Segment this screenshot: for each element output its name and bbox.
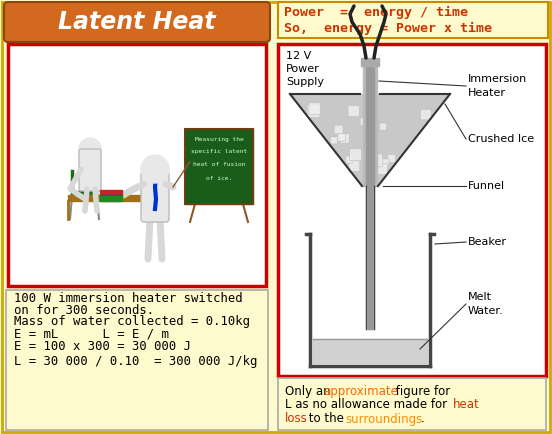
FancyBboxPatch shape [348, 105, 359, 117]
FancyBboxPatch shape [349, 149, 362, 161]
Text: Crushed Ice: Crushed Ice [468, 134, 534, 144]
Text: Latent Heat: Latent Heat [58, 10, 216, 34]
Bar [185, 129, 253, 204]
FancyBboxPatch shape [338, 133, 346, 141]
FancyBboxPatch shape [388, 155, 396, 163]
Bar [185, 129, 253, 204]
FancyBboxPatch shape [370, 154, 383, 167]
Text: loss: loss [285, 412, 308, 425]
Bar [366, 186, 374, 329]
Text: Immersion
Heater: Immersion Heater [468, 74, 527, 98]
FancyBboxPatch shape [307, 105, 320, 118]
Text: of ice.: of ice. [206, 175, 232, 181]
Text: heat of fusion: heat of fusion [193, 162, 245, 168]
Text: surroundings: surroundings [345, 412, 422, 425]
FancyBboxPatch shape [346, 156, 353, 163]
Bar [366, 66, 374, 186]
Text: specific latent: specific latent [191, 149, 247, 155]
Text: to the: to the [305, 412, 348, 425]
Text: L as no allowance made for: L as no allowance made for [285, 398, 451, 411]
Bar [368, 186, 372, 329]
Text: So,  energy = Power x time: So, energy = Power x time [284, 21, 492, 35]
Text: E = mL      L = E / m: E = mL L = E / m [14, 328, 169, 341]
FancyBboxPatch shape [360, 118, 368, 126]
Text: L = 30 000 / 0.10  = 300 000 J/kg: L = 30 000 / 0.10 = 300 000 J/kg [14, 355, 257, 368]
Text: 100 W immersion heater switched: 100 W immersion heater switched [14, 293, 243, 306]
Bar [278, 44, 546, 376]
FancyBboxPatch shape [380, 159, 389, 168]
Bar [278, 2, 548, 38]
FancyBboxPatch shape [334, 125, 343, 134]
Text: .: . [421, 412, 424, 425]
Text: Beaker: Beaker [468, 237, 507, 247]
Bar [361, 58, 379, 66]
FancyBboxPatch shape [141, 171, 169, 222]
FancyBboxPatch shape [339, 134, 349, 143]
Bar [363, 66, 377, 186]
Bar [6, 290, 268, 430]
Polygon shape [290, 94, 450, 186]
Text: on for 300 seconds.: on for 300 seconds. [14, 303, 154, 316]
Text: Mass of water collected = 0.10kg: Mass of water collected = 0.10kg [14, 315, 250, 328]
Text: Melt
Water.: Melt Water. [468, 293, 503, 316]
FancyBboxPatch shape [4, 2, 270, 42]
Text: 12 V
Power
Supply: 12 V Power Supply [286, 51, 324, 87]
FancyBboxPatch shape [331, 137, 338, 144]
Bar [100, 190, 122, 195]
Text: E = 100 x 300 = 30 000 J: E = 100 x 300 = 30 000 J [14, 341, 191, 354]
FancyBboxPatch shape [348, 158, 355, 166]
Bar [100, 196, 122, 201]
Text: figure for: figure for [392, 385, 450, 398]
Text: Funnel: Funnel [468, 181, 505, 191]
Text: approximate: approximate [323, 385, 398, 398]
Bar [68, 195, 148, 201]
Bar [72, 191, 97, 197]
Circle shape [79, 138, 101, 160]
Text: heat: heat [453, 398, 480, 411]
Bar [313, 339, 427, 363]
FancyBboxPatch shape [421, 109, 431, 120]
Bar [100, 195, 122, 200]
FancyBboxPatch shape [309, 103, 321, 115]
FancyBboxPatch shape [349, 160, 360, 171]
Text: Only an: Only an [285, 385, 335, 398]
FancyBboxPatch shape [376, 164, 388, 174]
FancyBboxPatch shape [79, 149, 101, 191]
Text: Measuring the: Measuring the [195, 137, 243, 141]
Bar [278, 378, 546, 430]
Bar [8, 44, 266, 286]
Text: Power  =  energy / time: Power = energy / time [284, 6, 468, 19]
FancyBboxPatch shape [380, 123, 387, 130]
Circle shape [141, 155, 169, 183]
